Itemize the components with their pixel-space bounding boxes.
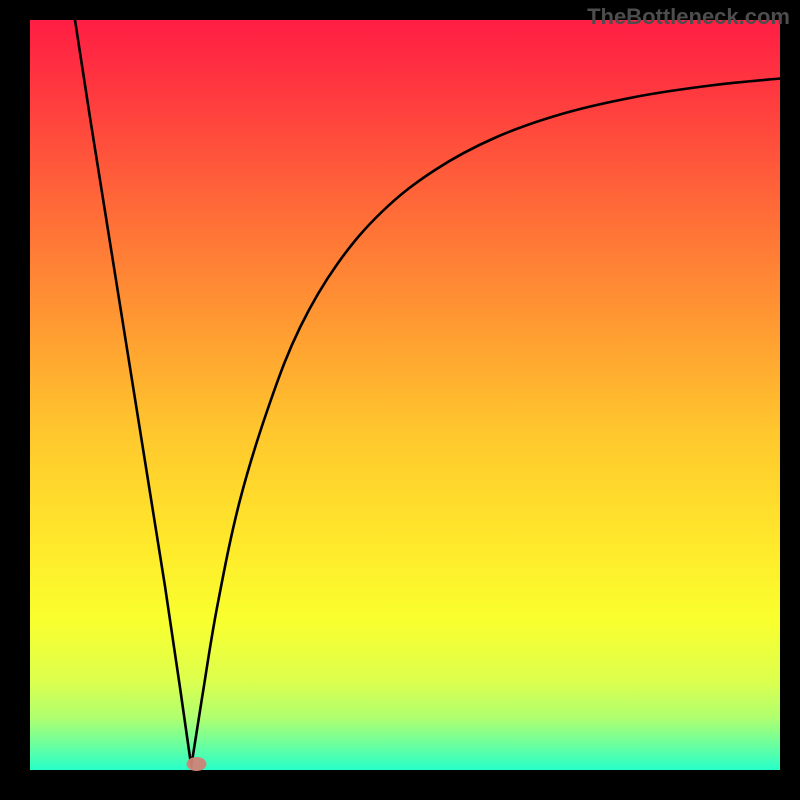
- border-right: [780, 0, 800, 800]
- bottleneck-curve-chart: [0, 0, 800, 800]
- watermark-text: TheBottleneck.com: [587, 4, 790, 30]
- border-left: [0, 0, 30, 800]
- optimum-marker: [187, 757, 207, 771]
- plot-gradient-area: [30, 20, 780, 770]
- chart-container: TheBottleneck.com: [0, 0, 800, 800]
- border-bottom: [0, 770, 800, 800]
